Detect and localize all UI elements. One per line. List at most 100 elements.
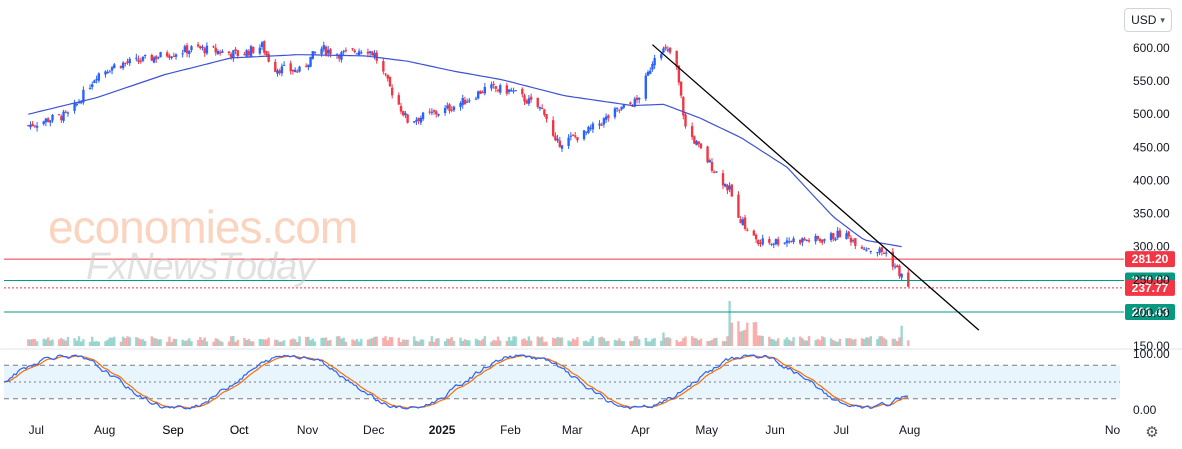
candle-body (545, 114, 548, 120)
candle-body (399, 106, 403, 112)
volume-bar (668, 338, 672, 346)
volume-bar (483, 336, 487, 346)
candle-body (419, 117, 423, 123)
candle-body (44, 118, 48, 123)
volume-bar (181, 339, 184, 346)
chevron-down-icon: ▾ (1160, 14, 1165, 25)
candle-body (865, 249, 868, 251)
volume-bar (113, 336, 116, 346)
candle-body (589, 127, 592, 129)
volume-bar (523, 338, 526, 346)
candle-body (613, 108, 617, 118)
candle-body (360, 52, 363, 54)
volume-bar (274, 339, 277, 346)
candle-body (150, 54, 153, 61)
candle-body (660, 54, 663, 59)
candle-body (741, 219, 745, 226)
volume-bar (807, 336, 811, 346)
stochastic-d-line (3, 354, 909, 409)
volume-bar (613, 339, 617, 346)
volume-bar (260, 339, 264, 346)
volume-bar (697, 340, 700, 346)
volume-bar (141, 339, 145, 346)
candle-body (205, 45, 209, 54)
candle-body (170, 56, 173, 59)
candle-body (221, 51, 224, 53)
time-axis-label: Oct (230, 423, 249, 437)
volume-bar (527, 336, 531, 346)
candle-body (218, 51, 222, 54)
volume-bar (494, 340, 498, 346)
price-axis-tick: 350.00 (1133, 207, 1170, 221)
volume-bar (320, 337, 323, 346)
volume-bar (205, 341, 209, 346)
time-axis-label: Sep (162, 423, 184, 437)
candle-body (124, 62, 127, 64)
volume-bar (567, 340, 570, 346)
volume-bar (77, 336, 81, 346)
candle-body (845, 233, 848, 240)
candle-body (807, 240, 811, 242)
candle-body (569, 135, 573, 137)
candle-body (587, 126, 590, 134)
volume-bar (27, 339, 30, 346)
volume-bar (476, 339, 480, 346)
volume-bar (499, 340, 502, 346)
volume-bar (490, 341, 493, 346)
volume-bar (154, 338, 158, 346)
candle-body (245, 50, 248, 57)
volume-bar (406, 339, 409, 346)
volume-bar (615, 340, 619, 346)
candle-body (183, 46, 187, 53)
time-axis-label: Apr (631, 423, 650, 437)
candle-body (880, 247, 884, 252)
volume-bar (629, 341, 632, 346)
candle-body (801, 238, 804, 243)
volume-bar (373, 336, 376, 346)
volume-bar (726, 336, 729, 346)
volume-bar (666, 337, 670, 346)
volume-bar (415, 340, 418, 346)
volume-bar (836, 341, 839, 346)
watermark-economies: economies.com (48, 201, 358, 253)
volume-bar (437, 338, 440, 346)
volume-bar (384, 336, 387, 346)
candle-body (585, 131, 588, 133)
candle-body (320, 48, 323, 54)
candle-body (510, 90, 513, 92)
volume-bar (135, 337, 138, 346)
candle-body (459, 103, 462, 108)
candle-body (854, 238, 857, 246)
candle-body (679, 81, 683, 96)
volume-bar (633, 336, 636, 346)
candle-body (88, 87, 92, 89)
volume-bar (816, 338, 820, 346)
volume-bar (664, 337, 667, 346)
candle-body (664, 46, 667, 49)
candle-body (560, 145, 564, 149)
candle-body (203, 48, 206, 54)
settings-gear-icon[interactable]: ⚙ (1145, 424, 1159, 441)
candle-body (772, 243, 775, 245)
currency-selector[interactable]: USD ▾ (1124, 8, 1172, 32)
candle-body (860, 246, 864, 249)
candle-body (805, 239, 809, 241)
volume-bar (514, 336, 517, 346)
candle-body (540, 108, 544, 110)
volume-bar (419, 339, 423, 346)
volume-bar (589, 338, 592, 346)
candle-body (432, 110, 436, 112)
candle-body (152, 57, 156, 63)
candle-body (82, 89, 85, 103)
volume-bar (818, 340, 822, 346)
candle-body (188, 50, 191, 54)
candle-body (554, 135, 557, 141)
volume-bar (399, 341, 403, 346)
volume-bar (311, 338, 314, 346)
volume-bar (201, 339, 204, 346)
volume-bar (898, 337, 901, 346)
volume-bar (474, 338, 478, 346)
volume-bar (741, 330, 745, 346)
